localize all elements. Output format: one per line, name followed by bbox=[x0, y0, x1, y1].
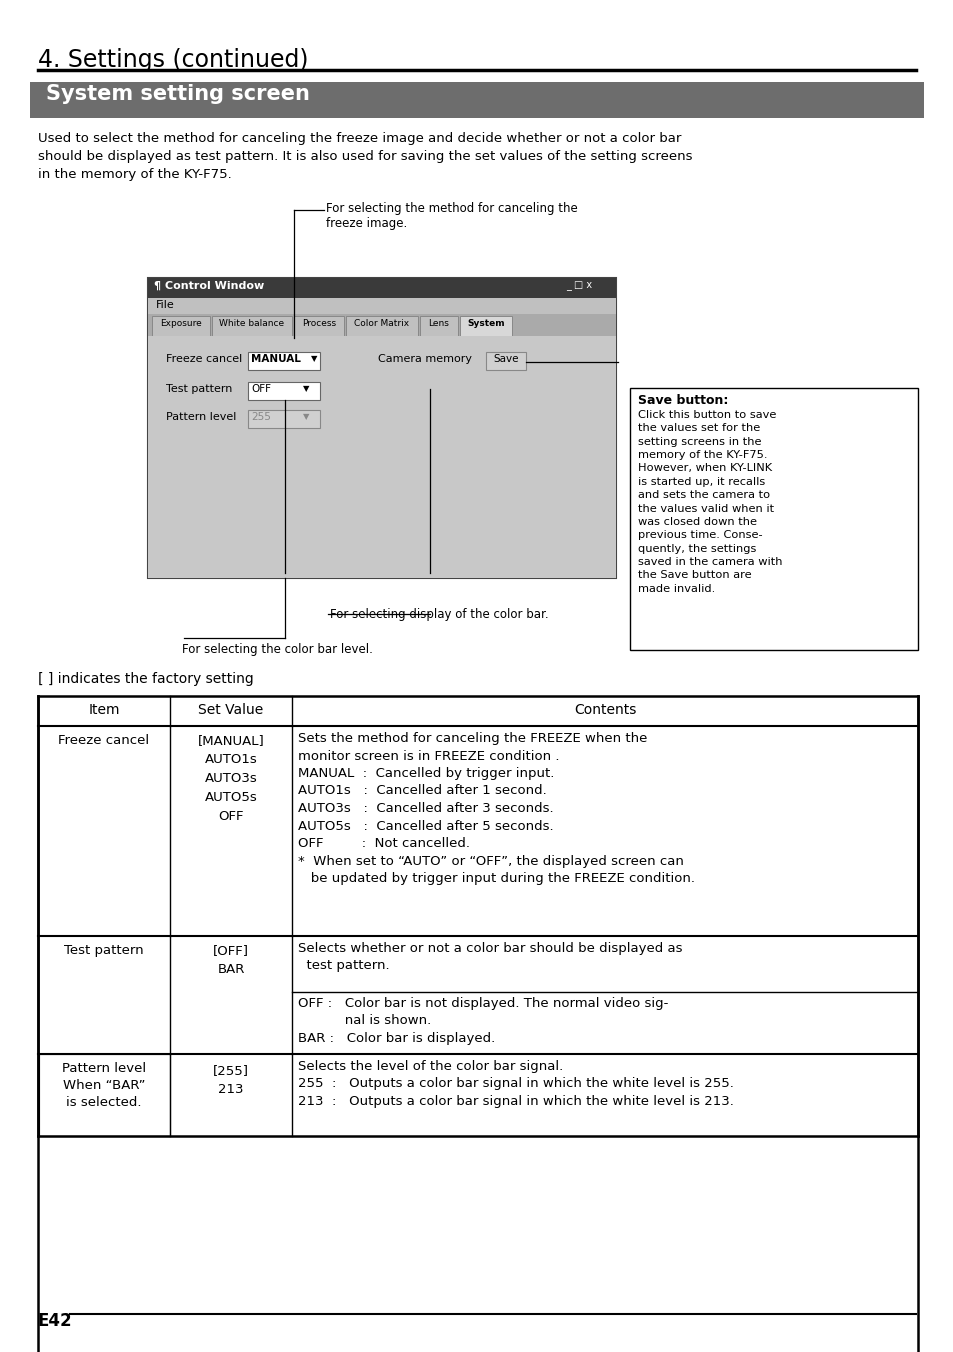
Bar bbox=[148, 337, 616, 579]
Text: Test pattern: Test pattern bbox=[166, 384, 233, 393]
Text: ▼: ▼ bbox=[311, 354, 317, 362]
Text: Sets the method for canceling the FREEZE when the
monitor screen is in FREEZE co: Sets the method for canceling the FREEZE… bbox=[297, 731, 695, 886]
Bar bbox=[459, 316, 512, 337]
Text: Lens: Lens bbox=[428, 319, 449, 329]
Text: Used to select the method for canceling the freeze image and decide whether or n: Used to select the method for canceling … bbox=[38, 132, 692, 181]
Text: ▼: ▼ bbox=[303, 412, 309, 420]
Text: 4. Settings (continued): 4. Settings (continued) bbox=[38, 49, 308, 72]
Text: E42: E42 bbox=[38, 1311, 72, 1330]
Bar bbox=[148, 279, 616, 297]
Text: ¶ Control Window: ¶ Control Window bbox=[153, 281, 264, 291]
Text: 255: 255 bbox=[251, 412, 271, 422]
Bar bbox=[39, 1055, 170, 1136]
Text: Save button:: Save button: bbox=[638, 393, 727, 407]
Bar bbox=[419, 316, 457, 337]
Text: For selecting the method for canceling the
freeze image.: For selecting the method for canceling t… bbox=[326, 201, 578, 230]
Text: [ ] indicates the factory setting: [ ] indicates the factory setting bbox=[38, 672, 253, 685]
Text: [OFF]
BAR: [OFF] BAR bbox=[213, 944, 249, 976]
Text: White balance: White balance bbox=[219, 319, 284, 329]
Text: Pattern level: Pattern level bbox=[166, 412, 236, 422]
Bar bbox=[248, 352, 319, 370]
Bar bbox=[212, 316, 292, 337]
Bar bbox=[152, 316, 210, 337]
Text: Exposure: Exposure bbox=[160, 319, 202, 329]
Bar bbox=[148, 314, 616, 337]
Text: Set Value: Set Value bbox=[198, 703, 263, 717]
Text: Contents: Contents bbox=[573, 703, 636, 717]
Text: MANUAL: MANUAL bbox=[251, 354, 300, 364]
Text: System setting screen: System setting screen bbox=[46, 84, 310, 104]
Text: Pattern level
When “BAR”
is selected.: Pattern level When “BAR” is selected. bbox=[62, 1063, 146, 1109]
Text: [MANUAL]
AUTO1s
AUTO3s
AUTO5s
OFF: [MANUAL] AUTO1s AUTO3s AUTO5s OFF bbox=[197, 734, 264, 823]
Text: Selects whether or not a color bar should be displayed as
  test pattern.: Selects whether or not a color bar shoul… bbox=[297, 942, 681, 972]
Bar bbox=[148, 297, 616, 314]
Text: For selecting display of the color bar.: For selecting display of the color bar. bbox=[330, 608, 548, 621]
Text: File: File bbox=[156, 300, 174, 310]
Text: Selects the level of the color bar signal.
255  :   Outputs a color bar signal i: Selects the level of the color bar signa… bbox=[297, 1060, 733, 1109]
Text: Freeze cancel: Freeze cancel bbox=[58, 734, 150, 748]
Text: Camera memory: Camera memory bbox=[377, 354, 472, 364]
Text: Freeze cancel: Freeze cancel bbox=[166, 354, 242, 364]
Text: OFF: OFF bbox=[251, 384, 271, 393]
Bar bbox=[248, 410, 319, 429]
Text: _ □ x: _ □ x bbox=[565, 281, 592, 291]
Text: Item: Item bbox=[89, 703, 120, 717]
Text: Save: Save bbox=[493, 354, 518, 364]
Bar bbox=[30, 82, 923, 118]
Text: Process: Process bbox=[301, 319, 335, 329]
Bar bbox=[294, 316, 344, 337]
Text: OFF :   Color bar is not displayed. The normal video sig-
           nal is show: OFF : Color bar is not displayed. The no… bbox=[297, 996, 668, 1045]
Text: Click this button to save
the values set for the
setting screens in the
memory o: Click this button to save the values set… bbox=[638, 410, 781, 594]
Text: System: System bbox=[467, 319, 504, 329]
Text: For selecting the color bar level.: For selecting the color bar level. bbox=[182, 644, 373, 656]
Text: [255]
213: [255] 213 bbox=[213, 1064, 249, 1096]
Bar bbox=[346, 316, 417, 337]
Bar bbox=[248, 383, 319, 400]
Text: ▼: ▼ bbox=[303, 384, 309, 393]
Bar bbox=[629, 388, 917, 650]
Bar bbox=[485, 352, 525, 370]
Text: Color Matrix: Color Matrix bbox=[355, 319, 409, 329]
Text: Test pattern: Test pattern bbox=[64, 944, 144, 957]
Bar bbox=[148, 279, 616, 579]
